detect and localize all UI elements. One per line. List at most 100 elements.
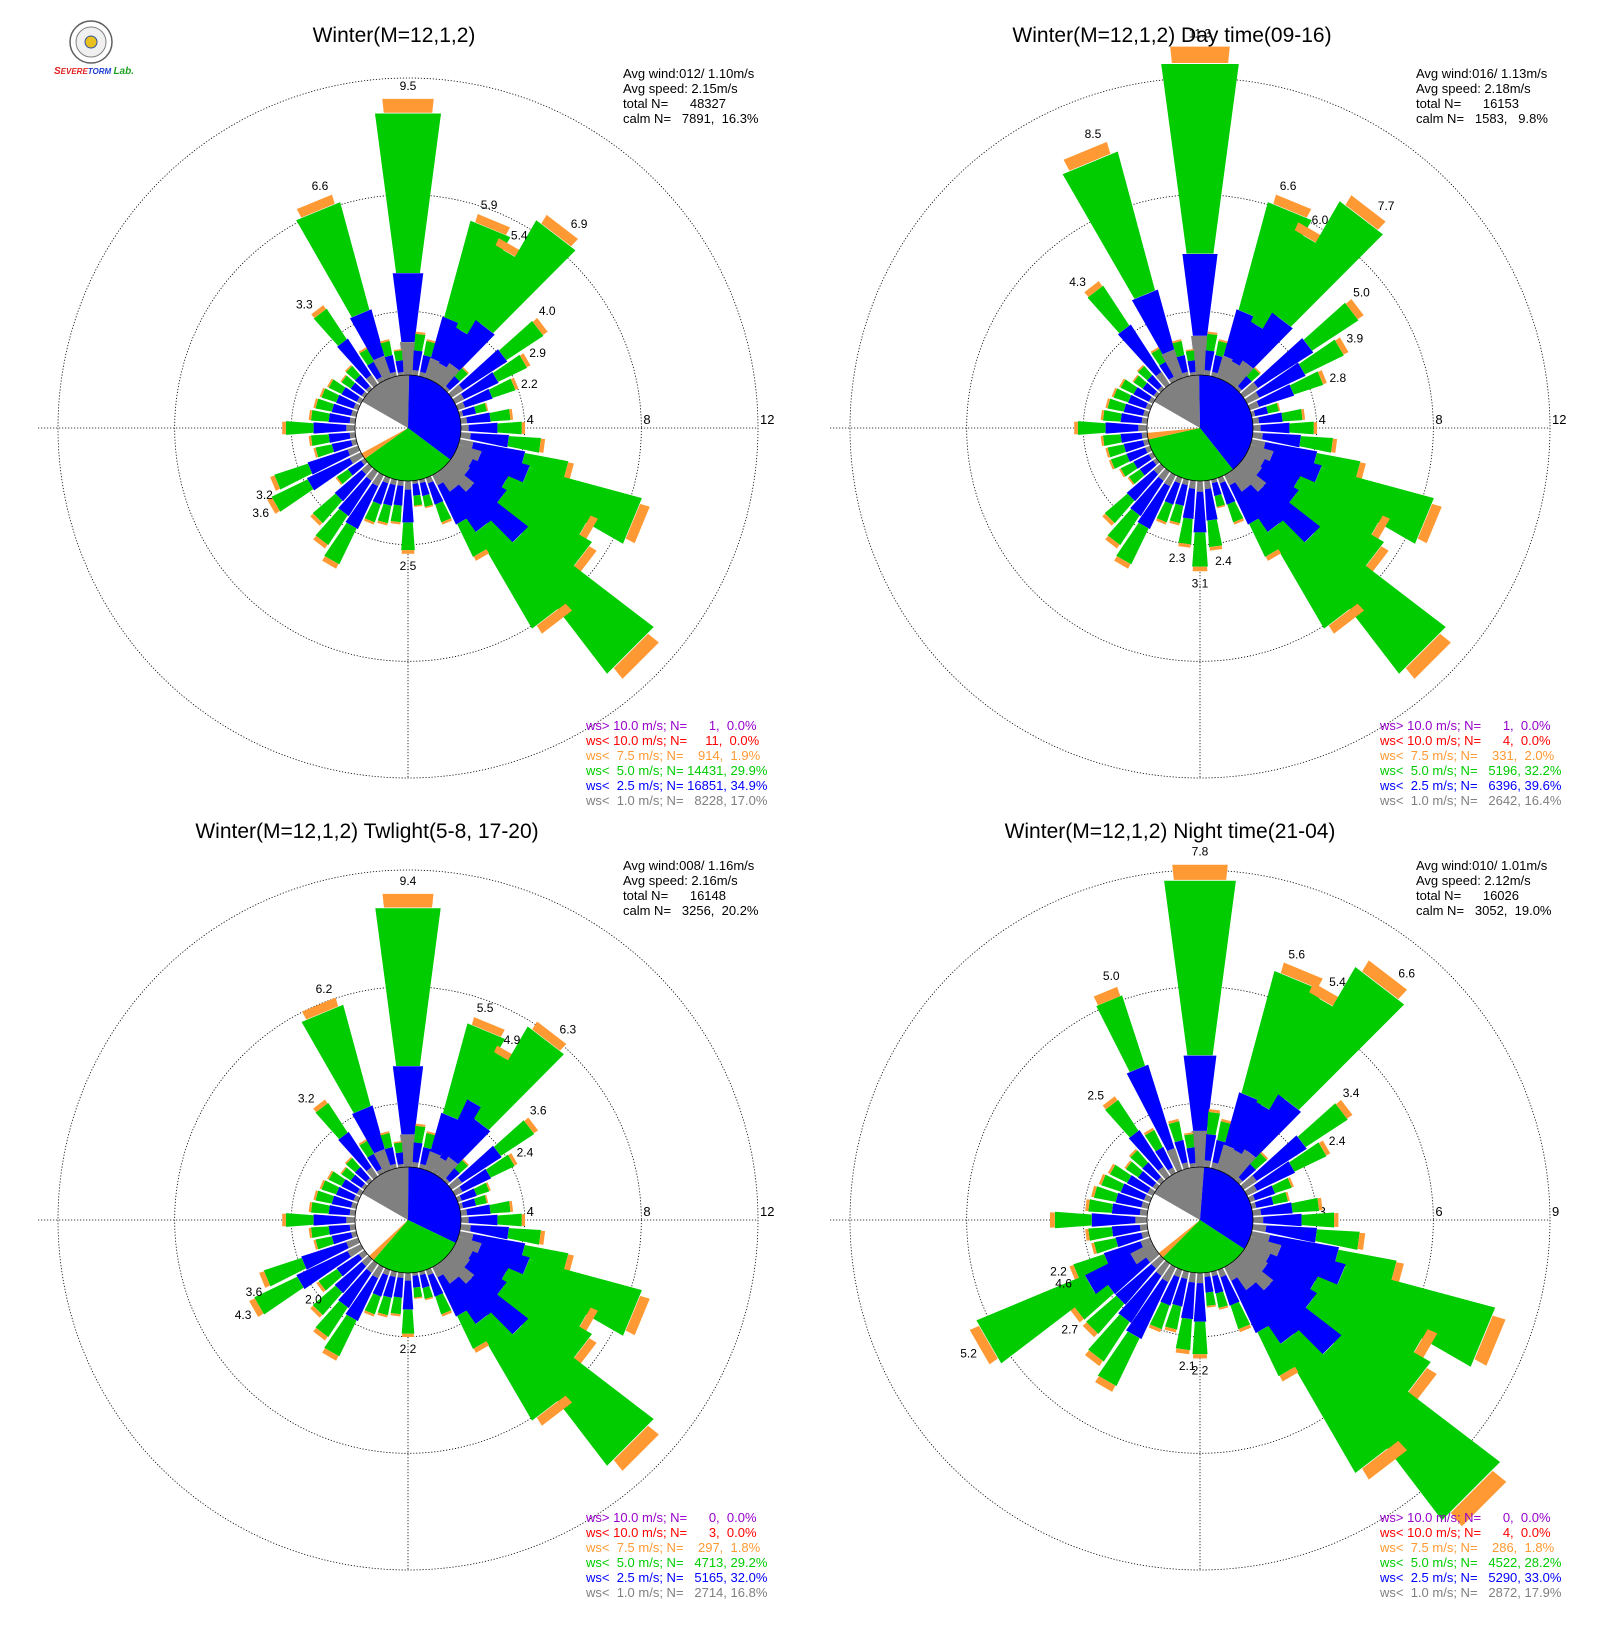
bar-segment <box>1313 467 1434 544</box>
bar-segment <box>424 504 434 509</box>
bar-segment <box>424 1151 442 1173</box>
bar-segment <box>447 456 471 478</box>
bar-segment <box>1143 439 1150 447</box>
bar-segment <box>367 361 382 380</box>
bar-segment <box>1087 285 1130 334</box>
bar-segment <box>521 467 642 544</box>
bar-segment <box>1209 545 1223 551</box>
legend-entry: ws< 1.0 m/s; N= 2642, 16.4% <box>1379 793 1562 808</box>
bar-segment <box>404 480 412 490</box>
bar-segment <box>1244 1184 1258 1196</box>
bar-segment <box>392 1066 424 1135</box>
bar-value-label: 3.2 <box>256 488 273 502</box>
bar-segment <box>1141 432 1148 439</box>
bar-segment <box>1073 1284 1115 1320</box>
bar-segment <box>384 354 396 374</box>
bar-segment <box>466 412 491 424</box>
bar-segment <box>315 1102 348 1140</box>
bar-segment <box>1276 402 1281 412</box>
range-ring <box>57 77 759 779</box>
bar-segment <box>383 1275 396 1298</box>
bar-segment <box>1256 484 1321 549</box>
bar-segment <box>414 333 426 352</box>
bar-segment <box>312 1285 343 1316</box>
bar-segment <box>349 1224 356 1231</box>
bar-segment <box>383 483 396 506</box>
bar-segment <box>1230 1301 1251 1330</box>
calm-pie-slice <box>364 428 451 482</box>
bar-segment <box>456 243 527 337</box>
bar-segment <box>404 1272 412 1281</box>
bar-segment <box>1173 1267 1183 1278</box>
legend-entry: ws< 10.0 m/s; N= 4, 0.0% <box>1379 733 1551 748</box>
bar-segment <box>1146 374 1162 390</box>
bar-segment <box>1335 337 1349 355</box>
bar-segment <box>313 308 347 346</box>
bar-segment <box>1252 1224 1267 1233</box>
bar-segment <box>1285 1191 1290 1202</box>
bar-segment <box>1152 458 1160 466</box>
calm-pie-slice <box>1148 428 1233 481</box>
bar-segment <box>1073 1254 1109 1279</box>
bar-segment <box>1245 1094 1302 1158</box>
bar-segment <box>1108 459 1115 470</box>
bar-segment <box>328 1171 346 1187</box>
bar-segment <box>1093 986 1121 1006</box>
bar-segment <box>509 1200 514 1212</box>
bar-segment <box>1128 394 1148 409</box>
bar-segment <box>1086 1295 1125 1334</box>
bar-segment <box>1139 460 1157 476</box>
bar-segment <box>344 1156 353 1165</box>
bar-segment <box>1174 1139 1188 1164</box>
bar-segment <box>450 320 495 371</box>
bar-segment <box>462 1260 507 1300</box>
bar-segment <box>1102 1096 1118 1110</box>
bar-segment <box>1214 494 1226 507</box>
bar-segment <box>1211 1270 1218 1277</box>
bar-segment <box>1153 391 1160 398</box>
stats-line: Avg speed: 2.12m/s <box>1416 873 1531 888</box>
bar-segment <box>1357 1232 1366 1251</box>
bar-segment <box>1182 488 1196 520</box>
bar-segment <box>1100 409 1105 421</box>
bar-segment <box>477 220 576 334</box>
bar-segment <box>285 1213 314 1227</box>
calm-pie-slice <box>408 375 461 460</box>
bar-segment <box>345 483 379 530</box>
bar-segment <box>489 408 511 422</box>
bar-segment <box>1178 517 1193 545</box>
bar-segment <box>372 1264 384 1279</box>
logo-text: SEVERETORM Lab. <box>54 66 134 77</box>
bar-segment <box>1157 385 1165 393</box>
bar-segment <box>445 376 460 391</box>
bar-segment <box>341 1179 360 1194</box>
legend-entry: ws< 7.5 m/s; N= 286, 1.8% <box>1379 1540 1555 1555</box>
bar-segment <box>1120 413 1143 424</box>
bar-segment <box>1207 331 1218 335</box>
bar-segment <box>1128 1130 1164 1171</box>
bar-segment <box>432 1264 444 1278</box>
bar-segment <box>466 1204 491 1216</box>
bar-segment <box>1334 1249 1397 1284</box>
calm-pie-slice <box>1199 375 1253 470</box>
bar-segment <box>1216 504 1226 509</box>
bar-segment <box>1083 1253 1137 1295</box>
bar-segment <box>1143 1194 1153 1203</box>
bar-value-label: 5.2 <box>960 1347 977 1361</box>
bar-segment <box>301 997 339 1020</box>
legend-entry: ws< 1.0 m/s; N= 2714, 16.8% <box>585 1585 768 1600</box>
bar-segment <box>1204 480 1212 490</box>
panel-title: Winter(M=12,1,2) <box>313 24 476 47</box>
bar-segment <box>347 445 361 456</box>
bar-segment <box>1253 1161 1296 1191</box>
legend-entry: ws< 10.0 m/s; N= 11, 0.0% <box>585 733 760 748</box>
bar-segment <box>1133 387 1152 402</box>
bar-segment <box>443 1178 450 1185</box>
bar-segment <box>1096 995 1146 1073</box>
bar-segment <box>1135 1216 1148 1224</box>
bar-segment <box>441 1310 453 1317</box>
bar-segment <box>1172 864 1228 880</box>
bar-segment <box>328 1205 351 1216</box>
bar-segment <box>1362 960 1408 1000</box>
bar-segment <box>360 458 368 466</box>
